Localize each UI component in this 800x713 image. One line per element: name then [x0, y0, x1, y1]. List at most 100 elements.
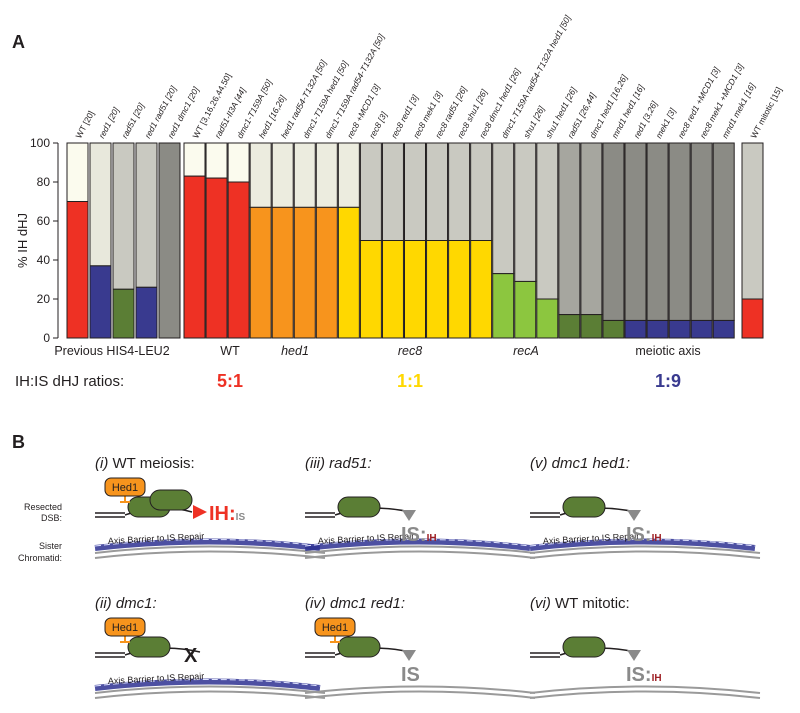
bar-remainder [536, 142, 559, 300]
ratio-value: 1:1 [397, 371, 423, 391]
diagram-title: (iii) rad51: [305, 455, 372, 472]
bar [536, 298, 559, 339]
title-name: WT mitotic: [555, 595, 630, 612]
bar-remainder [183, 142, 206, 177]
bar [580, 314, 603, 339]
sister-chromatid [94, 550, 326, 559]
axis-barrier-dash [94, 539, 321, 547]
sister-chromatid [304, 550, 536, 559]
bar [448, 240, 471, 339]
y-axis-label: % IH dHJ [15, 213, 30, 268]
diagram: (iv) dmc1 red1: Hed1 IS [304, 595, 536, 699]
outcome-major: X [184, 645, 198, 667]
bar-label: rec8 [3] [367, 110, 389, 140]
sister-chromatid [529, 690, 761, 699]
arrowhead [627, 650, 641, 661]
bar [741, 298, 764, 339]
outcome-major: IS: [626, 664, 652, 686]
bar-remainder [668, 142, 691, 321]
arrow [193, 505, 207, 519]
title-numeral: (vi) [530, 595, 551, 612]
arrowhead [402, 650, 416, 661]
side-label: Sister [39, 541, 62, 551]
diagram-title: (ii) dmc1: [95, 595, 157, 612]
bar-remainder [470, 142, 493, 241]
bar [470, 240, 493, 339]
bar-remainder [315, 142, 338, 208]
protein [149, 489, 193, 511]
title-numeral: (iv) [305, 595, 326, 612]
outcome-minor: IH [652, 533, 662, 544]
bar [249, 206, 272, 339]
title-numeral: (ii) [95, 595, 112, 612]
bar-remainder [448, 142, 471, 241]
diagram-title: (v) dmc1 hed1: [530, 455, 630, 472]
diagram: (v) dmc1 hed1:Axis Barrier to IS RepairI… [529, 455, 761, 559]
panel-label: B [12, 432, 25, 452]
bar-remainder [135, 142, 158, 288]
ratio-label: IH:IS dHJ ratios: [15, 373, 124, 390]
bar-remainder [249, 142, 272, 208]
axis-barrier [304, 538, 531, 551]
bar-remainder [741, 142, 764, 300]
bar [337, 206, 360, 339]
diagram: (vi) WT mitotic: IS:IH [529, 595, 761, 699]
title-name: rad51: [329, 455, 372, 472]
title-numeral: (i) [95, 455, 108, 472]
bar-remainder [646, 142, 669, 321]
bar [66, 201, 89, 339]
sister-chromatid [529, 550, 761, 559]
bar [712, 319, 735, 339]
title-name: dmc1: [116, 595, 157, 612]
protein [337, 636, 381, 658]
sister-chromatid [94, 690, 326, 699]
title-numeral: (iii) [305, 455, 325, 472]
bar [690, 319, 713, 339]
bar-remainder [89, 142, 112, 267]
bar [183, 175, 206, 339]
sister-chromatid [529, 685, 761, 694]
bar-remainder [426, 142, 449, 241]
sister-chromatid [304, 690, 536, 699]
bar-remainder [337, 142, 360, 208]
bar-remainder [602, 142, 625, 321]
bar-remainder [293, 142, 316, 208]
arrowhead [402, 510, 416, 521]
bar [135, 286, 158, 339]
diagram-title: (vi) WT mitotic: [530, 595, 630, 612]
protein [337, 496, 381, 518]
panel-label: A [12, 32, 25, 52]
outcome-minor: IS [236, 512, 246, 523]
bar [426, 240, 449, 339]
sister-chromatid [304, 545, 536, 554]
outcome: IH:IS [209, 503, 245, 525]
group-label: WT [220, 344, 240, 358]
outcome-minor: IH [652, 673, 662, 684]
bar-remainder [66, 142, 89, 202]
bar [293, 206, 316, 339]
bar [89, 265, 112, 339]
hed1-box [104, 617, 146, 637]
bar [227, 181, 250, 339]
group-label: hed1 [281, 344, 309, 358]
bar-label: mek1 [3] [653, 106, 677, 140]
protein [127, 636, 171, 658]
hed1-label: Hed1 [322, 622, 348, 634]
bar-label: WT [20] [73, 109, 96, 140]
bar-remainder [492, 142, 515, 275]
bar [558, 314, 581, 339]
bar-remainder [359, 142, 382, 241]
axis-barrier-dash [304, 539, 531, 547]
bar-remainder [514, 142, 537, 282]
arrowhead [627, 510, 641, 521]
sister-chromatid [94, 685, 326, 694]
bar-label: WT mitotic [15] [748, 85, 783, 140]
bar [404, 240, 426, 339]
sister-chromatid [304, 685, 536, 694]
protein [562, 636, 606, 658]
group-label: Previous HIS4-LEU2 [54, 344, 169, 358]
diagram: (i) WT meiosis:Axis Barrier to IS Repair… [94, 455, 326, 559]
title-name: dmc1 hed1: [552, 455, 630, 472]
protein [562, 496, 606, 518]
